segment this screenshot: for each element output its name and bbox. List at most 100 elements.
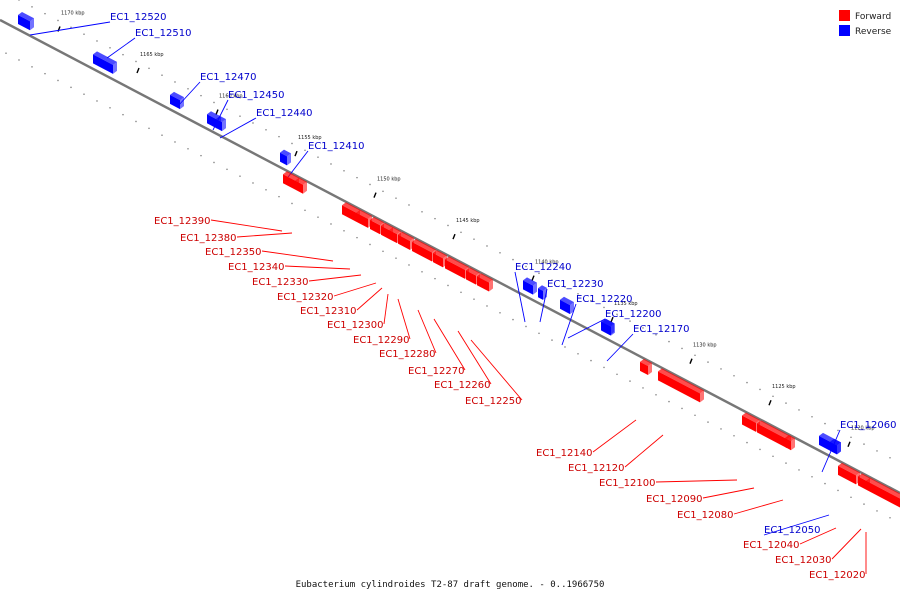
guide-dot (434, 217, 436, 220)
gene-feature-ec1_12380[interactable] (295, 177, 307, 194)
gene-label[interactable]: EC1_12450 (228, 90, 284, 101)
guide-dot (369, 183, 371, 186)
leader-line (219, 117, 257, 139)
gene-label[interactable]: EC1_12510 (135, 28, 191, 39)
gene-front-face (370, 219, 380, 235)
gene-label[interactable]: EC1_12410 (308, 141, 364, 152)
gene-label[interactable]: EC1_12340 (228, 262, 284, 273)
guide-dot (512, 318, 514, 321)
gene-label[interactable]: EC1_12250 (465, 396, 521, 407)
gene-top-face (838, 462, 860, 476)
gene-label[interactable]: EC1_12380 (180, 233, 236, 244)
gene-feature-ec1_12510[interactable] (93, 51, 117, 74)
gene-feature-ec1_12250[interactable] (477, 273, 493, 292)
gene-label[interactable]: EC1_12320 (277, 292, 333, 303)
gene-label[interactable]: EC1_12270 (408, 366, 464, 377)
guide-dot (408, 204, 410, 206)
guide-dot (304, 209, 306, 212)
leader-line (514, 271, 526, 323)
gene-top-face (658, 368, 704, 394)
guide-dot (538, 272, 540, 275)
gene-label[interactable]: EC1_12300 (327, 320, 383, 331)
guide-dot (447, 224, 449, 227)
gene-label[interactable]: EC1_12050 (764, 525, 820, 536)
guide-dot (668, 340, 670, 343)
gene-label[interactable]: EC1_12330 (252, 277, 308, 288)
guide-dot (564, 346, 566, 348)
legend-reverse-label: Reverse (855, 27, 892, 37)
gene-feature-ec1_12140[interactable] (640, 358, 652, 376)
gene-top-face (342, 202, 360, 213)
guide-dot (395, 197, 397, 199)
gene-label[interactable]: EC1_12280 (379, 349, 435, 360)
guide-dot (70, 86, 72, 89)
gene-label[interactable]: EC1_12220 (576, 294, 632, 305)
guide-dot (18, 0, 20, 1)
gene-feature-ec1_12020[interactable] (866, 477, 900, 508)
gene-feature-ec1_12220[interactable] (560, 296, 574, 315)
gene-feature-ec1_12080[interactable] (785, 435, 795, 451)
guide-dot (512, 258, 514, 261)
gene-feature-ec1_12440[interactable] (216, 116, 226, 132)
gene-label[interactable]: EC1_12520 (110, 12, 166, 23)
scale-tick (610, 316, 614, 323)
gene-label[interactable]: EC1_12310 (300, 306, 356, 317)
leader-line (308, 274, 362, 282)
guide-dot (746, 441, 748, 444)
gene-label[interactable]: EC1_12030 (775, 555, 831, 566)
gene-label[interactable]: EC1_12040 (743, 540, 799, 551)
gene-label[interactable]: EC1_12350 (205, 247, 261, 258)
guide-dot (83, 33, 85, 35)
gene-label[interactable]: EC1_12140 (536, 448, 592, 459)
gene-label[interactable]: EC1_12100 (599, 478, 655, 489)
gene-label[interactable]: EC1_12230 (547, 279, 603, 290)
guide-dot (499, 251, 501, 254)
gene-feature-ec1_12050[interactable] (830, 438, 841, 455)
gene-feature-ec1_12170[interactable] (602, 318, 614, 336)
gene-side-face (303, 181, 307, 194)
guide-dot (252, 122, 254, 124)
scale-tick (452, 233, 456, 240)
scale-tick-label: 1145 kbp (456, 218, 480, 224)
gene-label[interactable]: EC1_12170 (633, 324, 689, 335)
gene-feature-ec1_12470[interactable] (170, 91, 184, 110)
gene-top-face (523, 277, 537, 286)
gene-feature-ec1_12120[interactable] (658, 368, 704, 403)
guide-dot (772, 455, 774, 458)
gene-feature-ec1_12300[interactable] (398, 231, 414, 250)
gene-label[interactable]: EC1_12090 (646, 494, 702, 505)
gene-feature-ec1_12520[interactable] (18, 11, 34, 31)
gene-label[interactable]: EC1_12080 (677, 510, 733, 521)
gene-label[interactable]: EC1_12440 (256, 108, 312, 119)
guide-dot (57, 19, 59, 22)
gene-label[interactable]: EC1_12390 (154, 216, 210, 227)
guide-dot (668, 400, 670, 403)
guide-dot (31, 6, 33, 8)
guide-dot (213, 101, 215, 104)
gene-label[interactable]: EC1_12200 (605, 309, 661, 320)
gene-label[interactable]: EC1_12470 (200, 72, 256, 83)
guide-dot (31, 66, 33, 68)
gene-front-face (742, 415, 756, 432)
guide-dot (629, 320, 631, 322)
gene-feature-ec1_12410[interactable] (280, 149, 291, 166)
gene-label[interactable]: EC1_12120 (568, 463, 624, 474)
leader-line (606, 333, 634, 362)
guide-dot (720, 368, 722, 370)
guide-dot (187, 148, 189, 150)
guide-dot (395, 257, 397, 259)
gene-feature-ec1_12340[interactable] (356, 209, 372, 228)
guide-dot (603, 306, 605, 309)
guide-dot (824, 482, 826, 485)
gene-label[interactable]: EC1_12020 (809, 570, 865, 581)
gene-label[interactable]: EC1_12290 (353, 335, 409, 346)
gene-feature-ec1_12240[interactable] (523, 277, 537, 295)
guide-dot (265, 128, 267, 131)
gene-side-face (570, 302, 574, 315)
gene-feature-ec1_12230[interactable] (538, 285, 547, 300)
gene-label[interactable]: EC1_12240 (515, 262, 571, 273)
gene-label[interactable]: EC1_12260 (434, 380, 490, 391)
gene-label[interactable]: EC1_12060 (840, 420, 896, 431)
guide-dot (798, 409, 800, 411)
scale-tick-label: 1130 kbp (693, 343, 717, 349)
